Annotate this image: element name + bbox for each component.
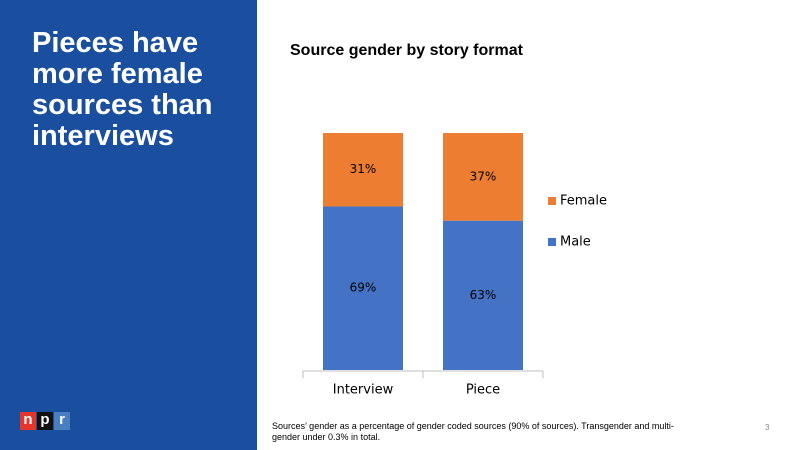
page-number: 3 bbox=[765, 423, 770, 432]
value-label: 31% bbox=[350, 162, 377, 176]
legend-label: Female bbox=[560, 194, 607, 209]
bar-segment bbox=[323, 206, 403, 370]
value-label: 69% bbox=[350, 281, 377, 295]
side-panel bbox=[0, 0, 257, 450]
legend-swatch bbox=[548, 238, 556, 246]
legend-swatch bbox=[548, 197, 556, 205]
bar-segment bbox=[443, 133, 523, 221]
value-label: 63% bbox=[470, 288, 497, 302]
logo-letter: n bbox=[20, 412, 36, 430]
footnote: Sources’ gender as a percentage of gende… bbox=[272, 421, 674, 442]
logo: n p r bbox=[20, 412, 71, 430]
legend-label: Male bbox=[560, 235, 591, 250]
x-tick-label: Piece bbox=[466, 383, 500, 398]
logo-letter: r bbox=[54, 412, 70, 430]
bar-segment bbox=[443, 220, 523, 370]
chart-title: Source gender by story format bbox=[290, 42, 524, 59]
x-tick-label: Interview bbox=[333, 383, 394, 398]
value-label: 37% bbox=[470, 169, 497, 183]
logo-letter: p bbox=[37, 412, 53, 430]
bar-segment bbox=[323, 133, 403, 207]
headline: Pieces have more female sources than int… bbox=[32, 27, 213, 152]
